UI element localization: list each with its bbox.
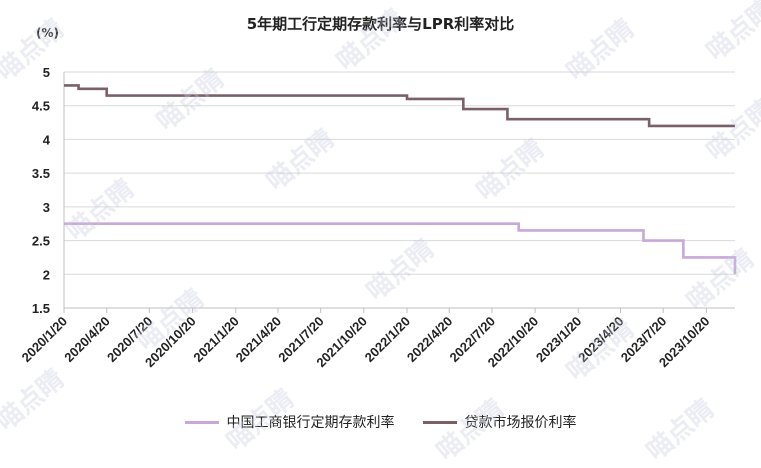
legend-item-1: 中国工商银行定期存款利率 <box>184 412 395 432</box>
x-tick-label: 2020/4/20 <box>61 314 113 366</box>
legend-item-2: 贷款市场报价利率 <box>422 412 577 432</box>
legend: 中国工商银行定期存款利率 贷款市场报价利率 <box>0 412 761 432</box>
y-tick-label: 2 <box>43 267 50 282</box>
x-tick-label: 2023/4/20 <box>575 314 627 366</box>
legend-swatch <box>422 420 457 424</box>
y-tick-label: 3.5 <box>32 166 50 181</box>
x-tick-label: 2021/4/20 <box>233 314 285 366</box>
y-tick-label: 4 <box>43 132 51 147</box>
y-tick-label: 3 <box>43 200 50 215</box>
series-line-2 <box>64 84 735 128</box>
chart-title: 5年期工行定期存款利率与LPR利率对比 <box>246 15 515 33</box>
legend-swatch <box>184 420 219 424</box>
y-unit-label: (%) <box>36 26 59 40</box>
series-line-1 <box>64 222 737 275</box>
x-tick-label: 2020/1/20 <box>19 314 71 366</box>
y-tick-label: 1.5 <box>32 301 50 316</box>
y-tick-label: 2.5 <box>32 234 50 249</box>
plot-area: 1.522.533.544.552020/1/202020/4/202020/7… <box>19 65 737 370</box>
legend-label: 贷款市场报价利率 <box>464 415 577 431</box>
x-tick-label: 2022/4/20 <box>404 314 456 366</box>
legend-label: 中国工商银行定期存款利率 <box>226 415 395 431</box>
y-tick-label: 5 <box>43 65 50 80</box>
y-tick-label: 4.5 <box>32 99 50 114</box>
